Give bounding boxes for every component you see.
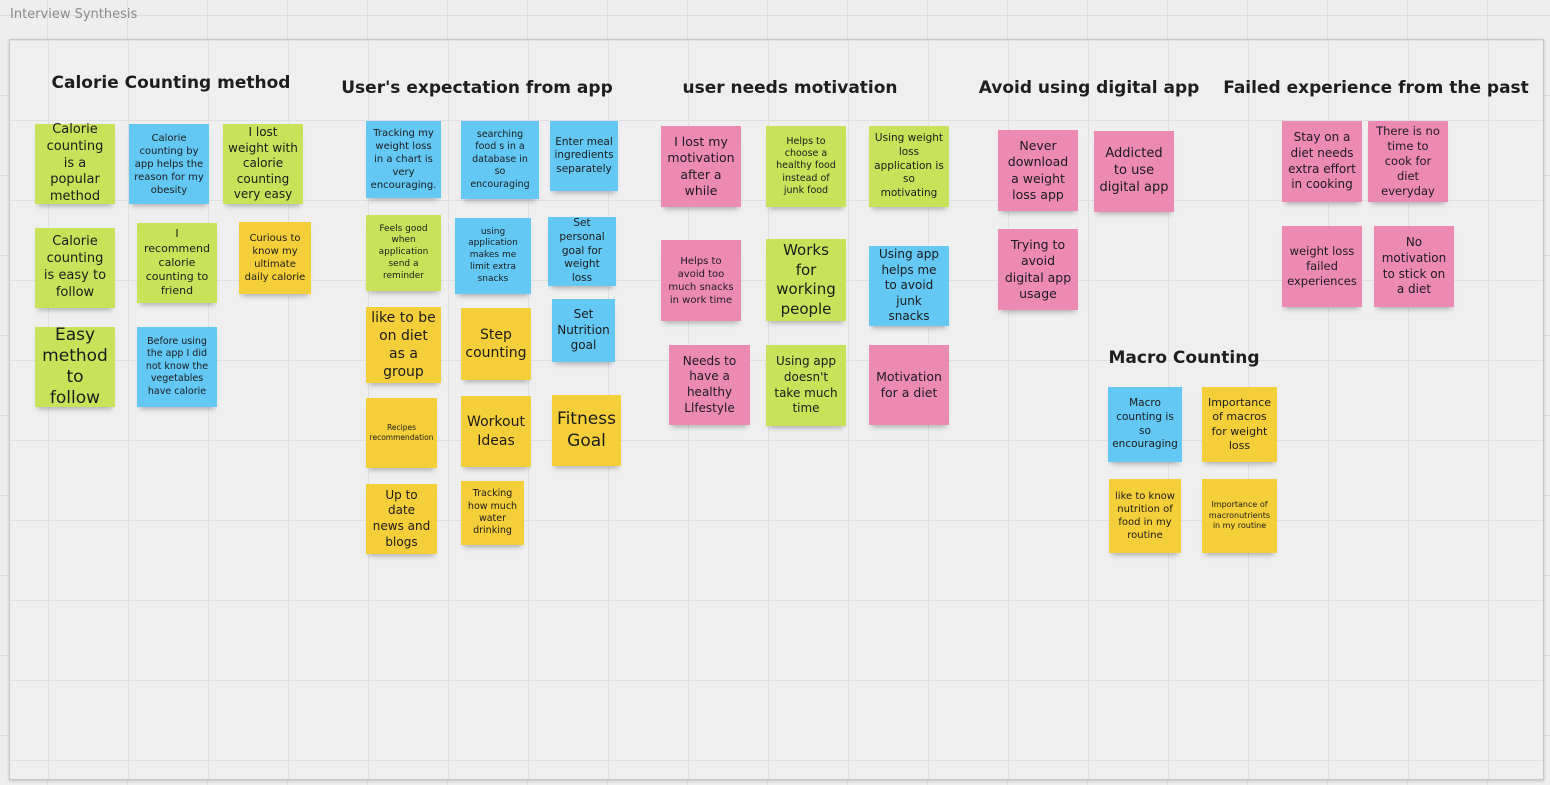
heading-failed-experience[interactable]: Failed experience from the past	[1223, 78, 1529, 98]
sticky-note[interactable]: Set Nutrition goal	[552, 299, 615, 362]
sticky-note[interactable]: Macro counting is so encouraging	[1108, 387, 1182, 462]
sticky-note[interactable]: Set personal goal for weight loss	[548, 217, 616, 286]
sticky-note[interactable]: Calorie counting by app helps the reason…	[129, 124, 209, 204]
sticky-note[interactable]: Step counting	[461, 308, 531, 380]
sticky-note[interactable]: Needs to have a healthy Llfestyle	[669, 345, 750, 425]
sticky-note[interactable]: like to be on diet as a group	[366, 307, 441, 383]
sticky-note[interactable]: Easy method to follow	[35, 325, 115, 408]
board-title: Interview Synthesis	[10, 7, 138, 22]
heading-avoid-digital-app[interactable]: Avoid using digital app	[978, 78, 1200, 98]
sticky-note[interactable]: Tracking how much water drinking	[461, 481, 524, 545]
sticky-note[interactable]: Using app helps me to avoid junk snacks	[869, 246, 949, 326]
sticky-note[interactable]: Calorie counting is easy to follow	[35, 228, 115, 308]
heading-user-expectation[interactable]: User's expectation from app	[341, 78, 613, 98]
sticky-note[interactable]: Motivation for a diet	[869, 345, 949, 425]
sticky-note[interactable]: Works for working people	[766, 239, 846, 321]
sticky-note[interactable]: Up to date news and blogs	[366, 484, 437, 554]
sticky-note[interactable]: weight loss failed experiences	[1282, 226, 1362, 307]
sticky-note[interactable]: I recommend calorie counting to friend	[137, 223, 217, 303]
sticky-note[interactable]: Tracking my weight loss in a chart is ve…	[366, 121, 441, 198]
sticky-note[interactable]: Addicted to use digital app	[1094, 131, 1174, 212]
sticky-note[interactable]: Using app doesn't take much time	[766, 345, 846, 426]
sticky-note[interactable]: Calorie counting is a popular method	[35, 122, 115, 204]
sticky-note[interactable]: Importance of macronutrients in my routi…	[1202, 479, 1277, 553]
sticky-note[interactable]: Workout Ideas	[461, 396, 531, 467]
sticky-note[interactable]: Helps to avoid too much snacks in work t…	[661, 240, 741, 321]
sticky-note[interactable]: Trying to avoid digital app usage	[998, 229, 1078, 310]
sticky-note[interactable]: Helps to choose a healthy food instead o…	[766, 126, 846, 207]
sticky-note[interactable]: like to know nutrition of food in my rou…	[1109, 479, 1181, 553]
sticky-note[interactable]: Before using the app I did not know the …	[137, 327, 217, 407]
heading-macro-counting[interactable]: Macro Counting	[1108, 348, 1260, 368]
sticky-note[interactable]: Importance of macros for weight loss	[1202, 387, 1277, 462]
sticky-note[interactable]: Curious to know my ultimate daily calori…	[239, 222, 311, 294]
sticky-note[interactable]: Using weight loss application is so moti…	[869, 126, 949, 207]
heading-user-needs-motivation[interactable]: user needs motivation	[682, 78, 898, 98]
heading-calorie-counting-method[interactable]: Calorie Counting method	[51, 73, 291, 93]
sticky-note[interactable]: There is no time to cook for diet everyd…	[1368, 121, 1448, 202]
sticky-note[interactable]: Feels good when application send a remin…	[366, 215, 441, 291]
sticky-note[interactable]: I lost my motivation after a while	[661, 126, 741, 207]
sticky-note[interactable]: Never download a weight loss app	[998, 130, 1078, 211]
sticky-note[interactable]: I lost weight with calorie counting very…	[223, 124, 303, 204]
sticky-note[interactable]: Fitness Goal	[552, 395, 621, 466]
sticky-note[interactable]: Recipes recommendation	[366, 398, 437, 468]
sticky-note[interactable]: Enter meal ingredients separately	[550, 121, 618, 191]
sticky-note[interactable]: No motivation to stick on a diet	[1374, 226, 1454, 307]
sticky-note[interactable]: using application makes me limit extra s…	[455, 218, 531, 294]
sticky-note[interactable]: searching food s in a database in so enc…	[461, 121, 539, 199]
sticky-note[interactable]: Stay on a diet needs extra effort in coo…	[1282, 121, 1362, 202]
